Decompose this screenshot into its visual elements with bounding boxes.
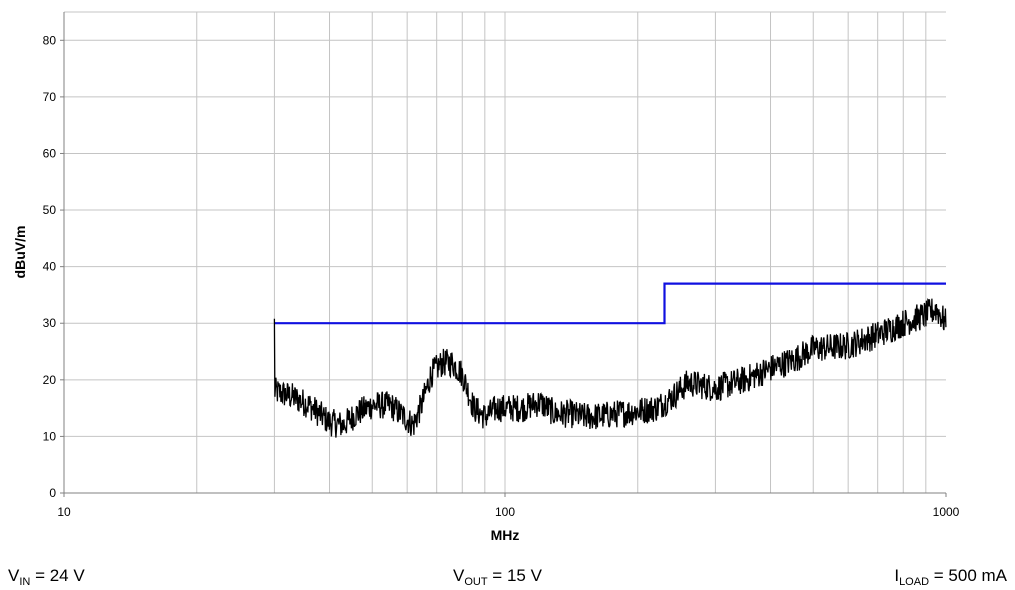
y-tick-label: 80: [43, 33, 57, 47]
series-group: [273, 282, 947, 438]
vin-subscript: IN: [19, 576, 31, 588]
iload-symbol: I: [894, 566, 900, 585]
x-tick-label: 100: [495, 505, 515, 519]
y-tick-label: 60: [43, 146, 57, 160]
x-tick-label: 10: [57, 505, 71, 519]
iload-subscript: LOAD: [899, 576, 930, 588]
y-tick-label: 20: [43, 373, 57, 387]
y-tick-label: 50: [43, 203, 57, 217]
y-tick-label: 30: [43, 316, 57, 330]
y-tick-labels: 0 10 20 30 40 50 60 70 80: [43, 33, 57, 500]
y-tick-label: 70: [43, 90, 57, 104]
x-axis-title: MHz: [491, 527, 520, 543]
grid-lines: [64, 11, 946, 493]
y-tick-label: 10: [43, 429, 57, 443]
axes: [60, 12, 947, 497]
vout-subscript: OUT: [464, 576, 488, 588]
vin-condition: VIN = 24 V: [8, 566, 85, 588]
y-axis-title: dBuV/m: [12, 226, 28, 279]
iload-condition: ILOAD = 500 mA: [894, 566, 1007, 588]
vout-value: = 15 V: [487, 566, 542, 585]
x-tick-label: 1000: [933, 505, 960, 519]
vin-value: = 24 V: [30, 566, 85, 585]
vout-symbol: V: [453, 566, 465, 585]
iload-value: = 500 mA: [929, 566, 1007, 585]
vout-condition: VOUT = 15 V: [453, 566, 542, 588]
emission-trace: [273, 298, 947, 438]
limit-line: [274, 282, 946, 325]
y-tick-label: 0: [49, 486, 56, 500]
y-tick-label: 40: [43, 260, 57, 274]
x-tick-labels: 10 100 1000: [57, 505, 959, 519]
vin-symbol: V: [8, 566, 20, 585]
